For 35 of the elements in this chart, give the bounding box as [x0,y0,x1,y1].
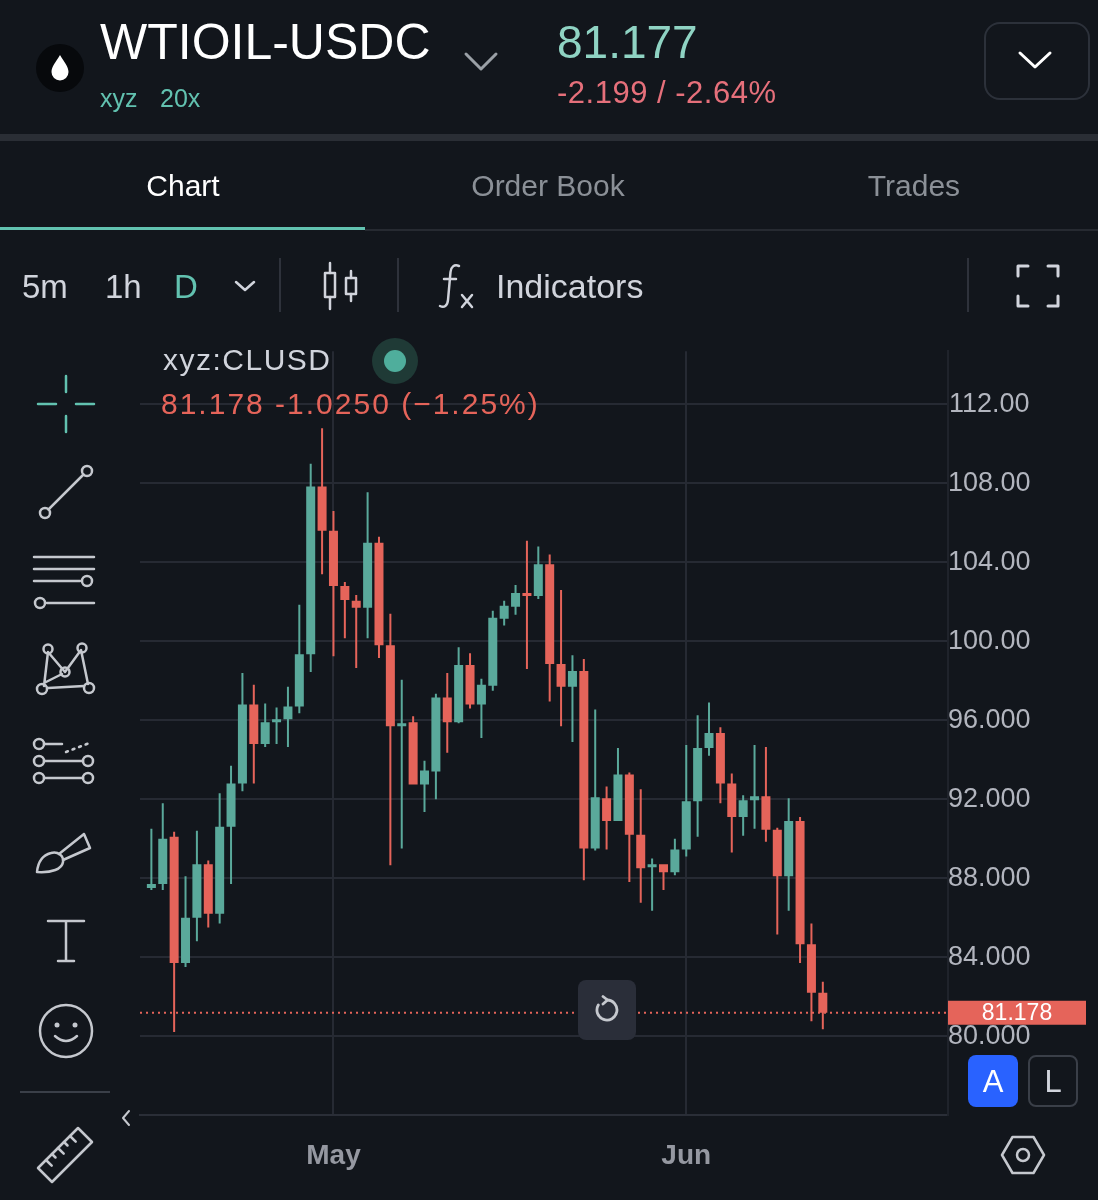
text: -2.199 / -2.64% [557,74,777,110]
text: D [174,267,198,305]
candlestick [647,858,657,911]
y-tick-label: 84.000 [947,940,1031,971]
text: Order Book [471,169,625,202]
text: Chart [146,169,220,202]
text: 81.177 [557,16,698,68]
text: Indicators [496,267,644,305]
text: Trades [867,169,961,202]
text: L [1044,1063,1062,1099]
candlestick [397,679,407,849]
candlestick [556,590,566,727]
candlestick [522,540,532,669]
text: 1h [105,267,142,305]
x-tick-label: Jun [661,1138,712,1170]
y-tick-label: 104.00 [947,545,1031,576]
chart-title: WTIOIL-USDC [100,14,431,70]
annotation: 81.178 -1.0250 (−1.25%) [161,387,540,420]
y-tick-label: 100.00 [947,624,1031,655]
candlestick [567,655,577,742]
chart-subtitle: xyz:CLUSD [163,343,332,376]
candlestick [750,744,760,829]
candlestick [272,707,282,744]
text: A [982,1063,1004,1099]
candlestick [351,594,361,668]
text: xyz [100,83,138,112]
candlestick [146,828,156,891]
text: 20x [160,83,201,112]
y-tick-label: 96.000 [947,703,1031,734]
y-tick-label: 92.000 [947,782,1031,813]
x-tick-label: May [306,1138,362,1170]
y-tick-label: 112.00 [949,387,1030,418]
text: 5m [22,267,68,305]
y-tick-label: 108.00 [947,466,1031,497]
y-tick-label: 88.000 [947,861,1031,892]
